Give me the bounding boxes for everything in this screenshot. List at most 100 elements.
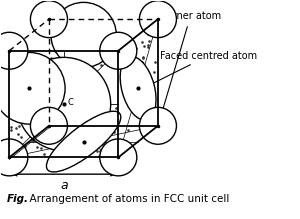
Point	[142, 104, 147, 107]
Point	[48, 56, 53, 60]
Point	[80, 99, 85, 102]
Point	[16, 145, 21, 148]
Ellipse shape	[46, 111, 121, 172]
Point	[94, 149, 99, 153]
Point	[145, 43, 150, 46]
Point	[111, 130, 116, 134]
Point	[29, 127, 34, 130]
Point	[97, 154, 101, 158]
Point	[94, 125, 98, 129]
Point	[15, 132, 20, 136]
Point	[56, 131, 61, 134]
Point	[20, 147, 25, 150]
Point	[149, 85, 154, 88]
Point	[146, 45, 151, 49]
Point	[126, 141, 131, 145]
Point	[128, 95, 132, 98]
Point	[152, 61, 157, 64]
Point	[91, 83, 95, 86]
Point	[106, 150, 110, 154]
Point	[57, 132, 62, 136]
Point	[76, 105, 81, 108]
Point	[120, 85, 125, 88]
Point	[95, 95, 100, 98]
Point	[99, 63, 103, 67]
Point	[97, 149, 102, 153]
Point	[19, 136, 23, 139]
Point	[21, 74, 26, 77]
Point	[61, 57, 66, 60]
Point	[147, 40, 152, 43]
Circle shape	[17, 57, 111, 151]
Point	[52, 49, 57, 53]
Point	[152, 70, 156, 74]
Point	[52, 146, 57, 149]
Point	[107, 155, 112, 158]
Point	[29, 66, 34, 70]
Point	[64, 123, 69, 127]
Point	[111, 122, 116, 125]
Point	[42, 152, 47, 155]
Point	[118, 153, 122, 157]
Point	[97, 131, 101, 134]
Point	[128, 65, 133, 69]
Point	[71, 74, 76, 78]
Polygon shape	[118, 19, 158, 157]
Point	[22, 76, 26, 79]
Point	[81, 135, 86, 138]
Point	[56, 87, 61, 90]
Point	[36, 102, 41, 106]
Point	[66, 114, 71, 117]
Point	[152, 108, 157, 112]
Point	[17, 125, 22, 128]
Point	[83, 153, 88, 157]
Point	[29, 101, 34, 105]
Polygon shape	[9, 19, 49, 157]
Point	[23, 53, 28, 57]
Point	[40, 98, 45, 102]
Point	[22, 86, 27, 89]
Point	[42, 27, 47, 30]
Text: a: a	[60, 179, 68, 192]
Point	[142, 92, 146, 95]
Point	[38, 146, 43, 150]
Point	[42, 81, 47, 85]
Text: Corner atom: Corner atom	[158, 11, 221, 122]
Point	[114, 149, 118, 153]
Point	[11, 115, 16, 118]
Point	[88, 101, 93, 104]
Point	[124, 81, 128, 84]
Point	[140, 61, 145, 64]
Point	[40, 67, 45, 71]
Circle shape	[140, 107, 176, 144]
Point	[57, 126, 62, 129]
Point	[47, 139, 52, 143]
Point	[11, 142, 16, 146]
Polygon shape	[9, 126, 158, 157]
Point	[127, 94, 132, 97]
Circle shape	[0, 139, 28, 176]
Point	[74, 150, 78, 154]
Point	[141, 57, 146, 60]
Point	[124, 147, 129, 150]
Point	[32, 108, 37, 111]
Point	[47, 138, 52, 142]
Point	[30, 139, 35, 143]
Point	[108, 52, 113, 55]
Point	[108, 128, 113, 132]
Point	[142, 44, 147, 48]
Point	[30, 97, 35, 101]
Point	[25, 93, 30, 97]
Point	[22, 147, 27, 150]
Circle shape	[100, 139, 137, 176]
Point	[100, 142, 105, 146]
Point	[112, 150, 117, 153]
Point	[19, 120, 24, 123]
Point	[125, 148, 130, 152]
Point	[63, 142, 68, 146]
Point	[141, 55, 146, 58]
Point	[148, 91, 153, 95]
Point	[64, 129, 69, 132]
Point	[31, 66, 35, 70]
Point	[27, 128, 32, 132]
